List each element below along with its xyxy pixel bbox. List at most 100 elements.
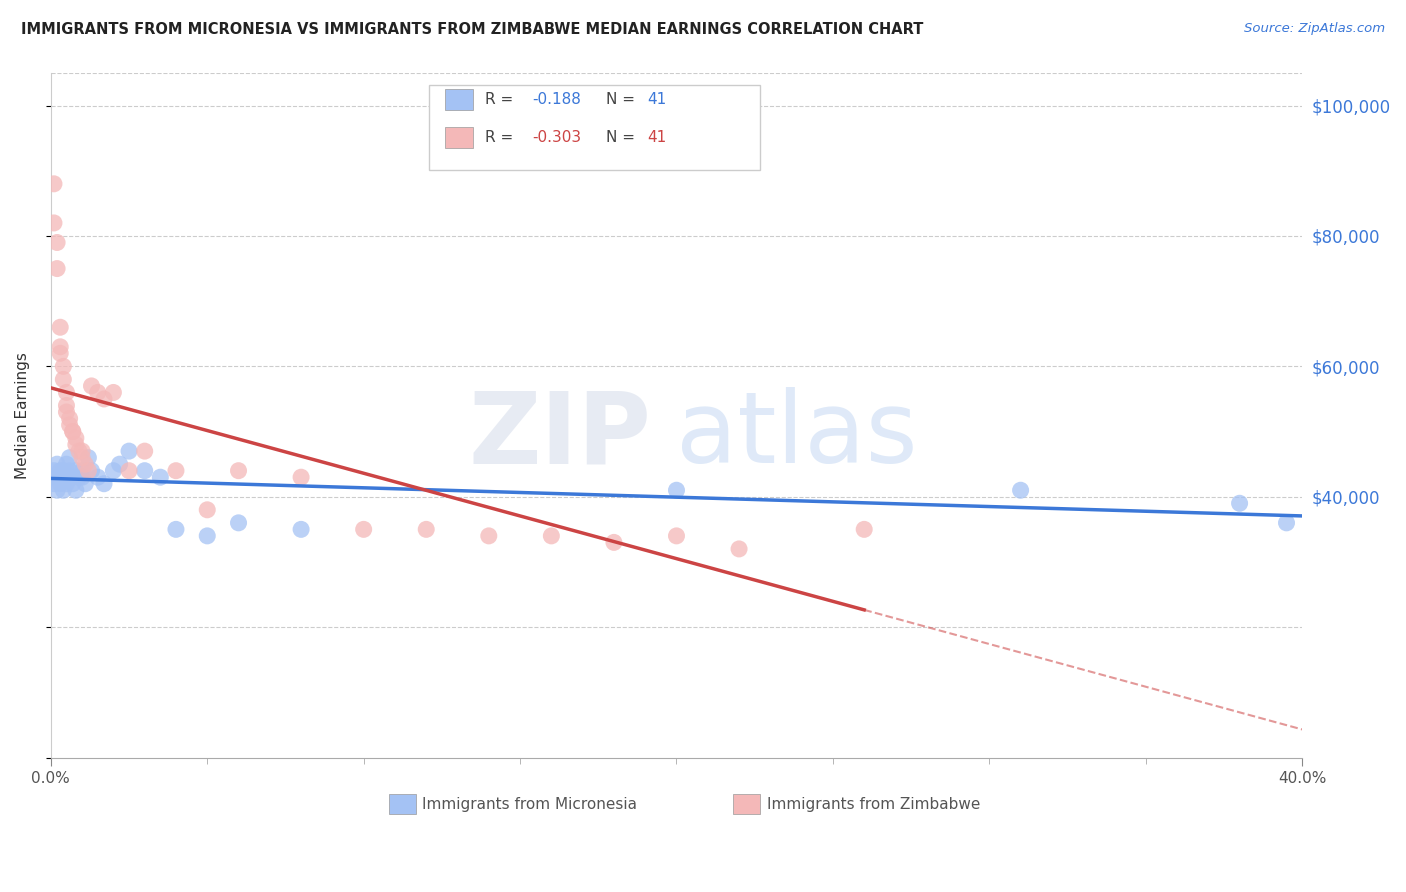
Point — [87, 470, 110, 484]
Point — [52, 464, 75, 478]
Point — [70, 444, 93, 458]
Point — [353, 522, 375, 536]
Point — [49, 476, 72, 491]
Point — [165, 522, 187, 536]
Point — [42, 177, 65, 191]
Point — [55, 405, 77, 419]
Point — [149, 470, 172, 484]
Point — [46, 261, 69, 276]
Point — [49, 464, 72, 478]
Text: N =: N = — [606, 92, 640, 107]
Point — [49, 340, 72, 354]
Point — [49, 470, 72, 484]
Text: ZIP: ZIP — [468, 387, 651, 484]
Point — [1229, 496, 1251, 510]
Y-axis label: Median Earnings: Median Earnings — [15, 351, 30, 479]
Text: R =: R = — [485, 130, 519, 145]
Point — [46, 483, 69, 498]
Point — [59, 411, 82, 425]
Point — [77, 464, 100, 478]
Point — [70, 464, 93, 478]
Point — [93, 392, 115, 406]
Point — [87, 385, 110, 400]
Text: 41: 41 — [648, 130, 666, 145]
Point — [77, 450, 100, 465]
Point — [103, 385, 125, 400]
Text: -0.188: -0.188 — [533, 92, 582, 107]
Point — [42, 476, 65, 491]
Point — [67, 444, 90, 458]
Point — [62, 425, 84, 439]
Point — [46, 235, 69, 250]
Bar — [733, 794, 761, 814]
Point — [665, 529, 688, 543]
Point — [1010, 483, 1032, 498]
Point — [118, 444, 141, 458]
Point — [228, 516, 250, 530]
Point — [103, 464, 125, 478]
Bar — [444, 89, 472, 110]
Point — [80, 464, 103, 478]
Point — [55, 385, 77, 400]
Point — [52, 359, 75, 374]
Point — [46, 470, 69, 484]
Point — [118, 464, 141, 478]
Point — [195, 503, 218, 517]
Point — [65, 483, 87, 498]
Point — [134, 444, 156, 458]
Point — [415, 522, 437, 536]
Point — [65, 437, 87, 451]
Point — [165, 464, 187, 478]
Text: 41: 41 — [648, 92, 666, 107]
Point — [62, 470, 84, 484]
Point — [55, 476, 77, 491]
Point — [70, 470, 93, 484]
Point — [55, 470, 77, 484]
Point — [59, 450, 82, 465]
Text: Immigrants from Micronesia: Immigrants from Micronesia — [422, 797, 637, 812]
Text: Immigrants from Zimbabwe: Immigrants from Zimbabwe — [766, 797, 980, 812]
Point — [67, 470, 90, 484]
Point — [59, 464, 82, 478]
Point — [52, 372, 75, 386]
Text: atlas: atlas — [676, 387, 918, 484]
Point — [75, 476, 97, 491]
Point — [65, 431, 87, 445]
Point — [55, 457, 77, 471]
Point — [80, 379, 103, 393]
Point — [108, 457, 131, 471]
Bar — [388, 794, 416, 814]
Point — [55, 399, 77, 413]
Point — [290, 470, 312, 484]
Point — [728, 541, 751, 556]
Point — [70, 450, 93, 465]
Point — [1275, 516, 1298, 530]
Point — [603, 535, 626, 549]
Text: -0.303: -0.303 — [533, 130, 582, 145]
Point — [59, 418, 82, 433]
Bar — [444, 127, 472, 147]
Point — [49, 346, 72, 360]
Point — [62, 425, 84, 439]
Point — [52, 470, 75, 484]
Point — [62, 476, 84, 491]
Point — [52, 483, 75, 498]
Point — [290, 522, 312, 536]
Point — [49, 320, 72, 334]
Point — [540, 529, 562, 543]
Point — [228, 464, 250, 478]
Point — [134, 464, 156, 478]
Text: R =: R = — [485, 92, 519, 107]
Point — [75, 457, 97, 471]
Point — [853, 522, 876, 536]
Text: N =: N = — [606, 130, 640, 145]
Point — [46, 457, 69, 471]
Point — [195, 529, 218, 543]
Point — [65, 464, 87, 478]
Text: Source: ZipAtlas.com: Source: ZipAtlas.com — [1244, 22, 1385, 36]
Point — [665, 483, 688, 498]
Point — [42, 216, 65, 230]
FancyBboxPatch shape — [429, 85, 761, 170]
Point — [93, 476, 115, 491]
Point — [42, 464, 65, 478]
